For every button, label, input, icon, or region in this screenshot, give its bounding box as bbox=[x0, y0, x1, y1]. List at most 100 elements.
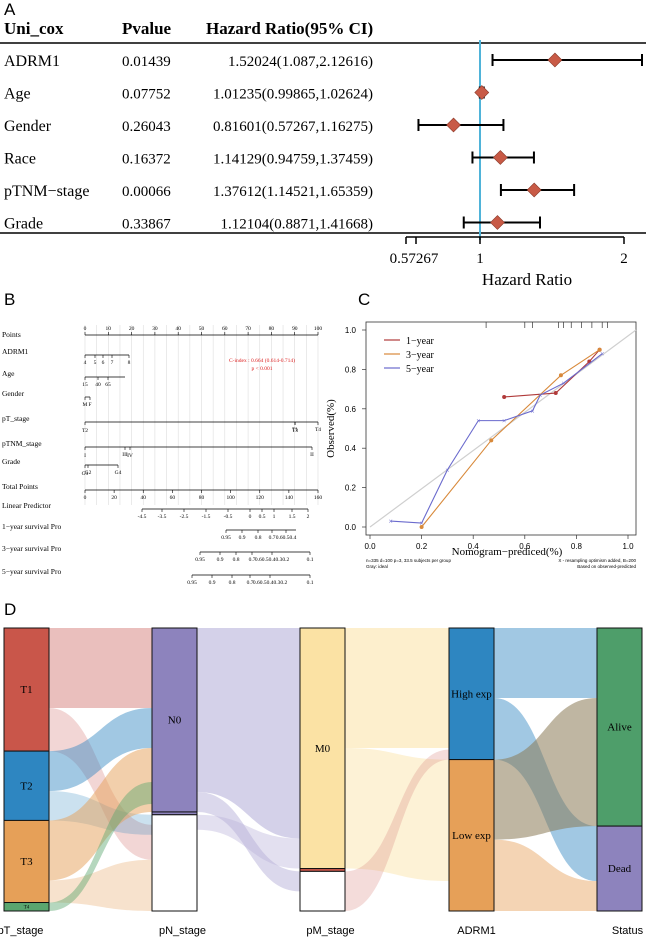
nomogram-tick-label: 120 bbox=[256, 495, 265, 501]
forest-row-hr-text: 0.81601(0.57267,1.16275) bbox=[213, 119, 373, 135]
nomogram-tick-label: II bbox=[310, 452, 314, 458]
nomogram-tick-label: T3 bbox=[292, 428, 298, 434]
calibration-legend-label: 3−year bbox=[406, 350, 435, 361]
nomogram-tick-label: 65 bbox=[105, 382, 111, 388]
calibration-point-marker: × bbox=[476, 417, 481, 426]
nomogram-tick-label: 0.7 bbox=[269, 535, 276, 541]
calibration-point bbox=[553, 391, 558, 396]
sankey-node bbox=[151, 814, 198, 912]
sankey-node bbox=[596, 627, 643, 827]
nomogram-tick-label: IV bbox=[127, 453, 133, 459]
sankey-flow bbox=[49, 708, 152, 860]
sankey-node-label: N0 bbox=[168, 715, 182, 727]
calibration-frame bbox=[365, 321, 637, 536]
sankey-flow bbox=[345, 748, 449, 881]
sankey-flow bbox=[49, 781, 152, 911]
nomogram-tick-label: G2 bbox=[85, 470, 92, 476]
nomogram-tick-label: -2.5 bbox=[180, 514, 189, 520]
nomogram-tick-label: 0.9 bbox=[239, 535, 246, 541]
sankey-node-label: Low exp bbox=[452, 830, 491, 842]
forest-row-name: Race bbox=[4, 151, 36, 168]
nomogram-tick-label: 6 bbox=[102, 360, 105, 366]
calibration-x-tick-label: 1.0 bbox=[622, 542, 634, 551]
calibration-point-marker: × bbox=[388, 517, 393, 526]
sankey-node bbox=[3, 902, 50, 912]
calibration-point-marker: × bbox=[445, 466, 450, 475]
forest-row-name: Gender bbox=[4, 118, 52, 135]
forest-hr-point bbox=[526, 182, 542, 198]
calibration-footnote: X - resampling optimism added, B=200 bbox=[558, 558, 636, 563]
nomogram-tick-label: 5 bbox=[94, 360, 97, 366]
calibration-y-axis-label: Observed(%) bbox=[325, 399, 337, 458]
panel-a-label: A bbox=[4, 0, 16, 19]
nomogram-tick-label: 15 bbox=[82, 382, 88, 388]
nomogram-tick-label: 4 bbox=[84, 360, 87, 366]
nomogram-cindex: C-index : 0.664 (0.614-0.714) bbox=[229, 357, 295, 364]
calibration-y-tick-label: 1.0 bbox=[345, 326, 357, 335]
calibration-point-marker: × bbox=[530, 407, 535, 416]
nomogram-tick-label: 0.5 bbox=[259, 514, 266, 520]
sankey-node-label: T1 bbox=[20, 684, 32, 696]
sankey-node-label: T3 bbox=[20, 856, 33, 868]
nomogram-tick-label: G4 bbox=[115, 470, 122, 476]
calibration-x-tick-label: 0.4 bbox=[468, 542, 480, 551]
forest-row-pvalue: 0.33867 bbox=[122, 217, 171, 233]
sankey-axis-label: pN_stage bbox=[159, 925, 206, 937]
nomogram-scale-label: Linear Predictor bbox=[2, 501, 51, 510]
nomogram-tick-label: 0 bbox=[84, 495, 87, 501]
nomogram-tick-label: 0.1 bbox=[307, 580, 314, 586]
calibration-x-tick-label: 0.2 bbox=[416, 542, 428, 551]
sankey-node-label: T2 bbox=[20, 780, 32, 792]
nomogram-scale-label: pT_stage bbox=[2, 414, 30, 423]
nomogram-tick-label: 100 bbox=[227, 495, 236, 501]
sankey-flow bbox=[49, 748, 152, 881]
calibration-point bbox=[558, 373, 563, 378]
forest-hr-point bbox=[490, 215, 505, 230]
nomogram-tick-label: 10 bbox=[106, 326, 112, 332]
forest-x-tick-label: 0.57267 bbox=[390, 251, 439, 267]
sankey-flow bbox=[197, 628, 300, 839]
nomogram-tick-label: -1.5 bbox=[202, 514, 211, 520]
nomogram-tick-label: -4.5 bbox=[138, 514, 147, 520]
nomogram-tick-label: I bbox=[84, 453, 86, 459]
forest-hr-point bbox=[474, 85, 490, 100]
forest-row-hr-text: 1.52024(1.087,2.12616) bbox=[228, 54, 373, 70]
nomogram-tick-label: 40 bbox=[175, 326, 181, 332]
calibration-series-line bbox=[504, 349, 601, 398]
calibration-y-tick-label: 0.6 bbox=[345, 405, 357, 414]
nomogram-tick-label: 0.9 bbox=[217, 557, 224, 563]
nomogram-tick-label: 20 bbox=[129, 326, 135, 332]
nomogram-scale-label: Points bbox=[2, 330, 21, 339]
forest-row-hr-text: 1.01235(0.99865,1.02624) bbox=[213, 87, 373, 103]
sankey-node bbox=[448, 627, 495, 761]
nomogram-tick-label: 50 bbox=[199, 326, 205, 332]
nomogram-tick-label: 0.95 bbox=[187, 580, 197, 586]
nomogram-tick-label: 0.60.50.40.30.2 bbox=[255, 557, 290, 563]
sankey-node bbox=[299, 870, 346, 912]
forest-header-hr: Hazard Ratio(95% CI) bbox=[206, 19, 373, 38]
sankey-axis-label: pT_stage bbox=[0, 925, 43, 937]
forest-hr-point bbox=[492, 150, 508, 165]
nomogram-scale-label: Age bbox=[2, 369, 15, 378]
nomogram-pvalue: p < 0.001 bbox=[252, 366, 273, 372]
nomogram-tick-label: 7 bbox=[111, 360, 114, 366]
forest-row-name: Grade bbox=[4, 216, 43, 233]
nomogram-tick-label: 80 bbox=[199, 495, 205, 501]
sankey-node bbox=[3, 627, 50, 752]
nomogram-tick-label: 0.8 bbox=[255, 535, 262, 541]
nomogram-tick-label: 80 bbox=[269, 326, 275, 332]
sankey-flow bbox=[49, 859, 152, 911]
nomogram-tick-label: 160 bbox=[314, 495, 323, 501]
calibration-footnote: Based on observed-predicted bbox=[577, 564, 636, 569]
nomogram-scale-label: pTNM_stage bbox=[2, 439, 42, 448]
calibration-point-marker: × bbox=[419, 519, 424, 528]
nomogram-tick-label: 0.60.50.40.30.2 bbox=[253, 580, 288, 586]
nomogram-tick-label: T4 bbox=[315, 427, 321, 433]
forest-hr-point bbox=[547, 52, 563, 68]
sankey-axis-label: ADRM1 bbox=[457, 925, 496, 937]
nomogram-tick-label: 100 bbox=[314, 326, 323, 332]
sankey-flow bbox=[197, 791, 300, 892]
calibration-y-tick-label: 0.8 bbox=[345, 365, 357, 374]
calibration-footnote: n=335 d=100 p=3, 33.5 subjects per group bbox=[366, 558, 451, 563]
